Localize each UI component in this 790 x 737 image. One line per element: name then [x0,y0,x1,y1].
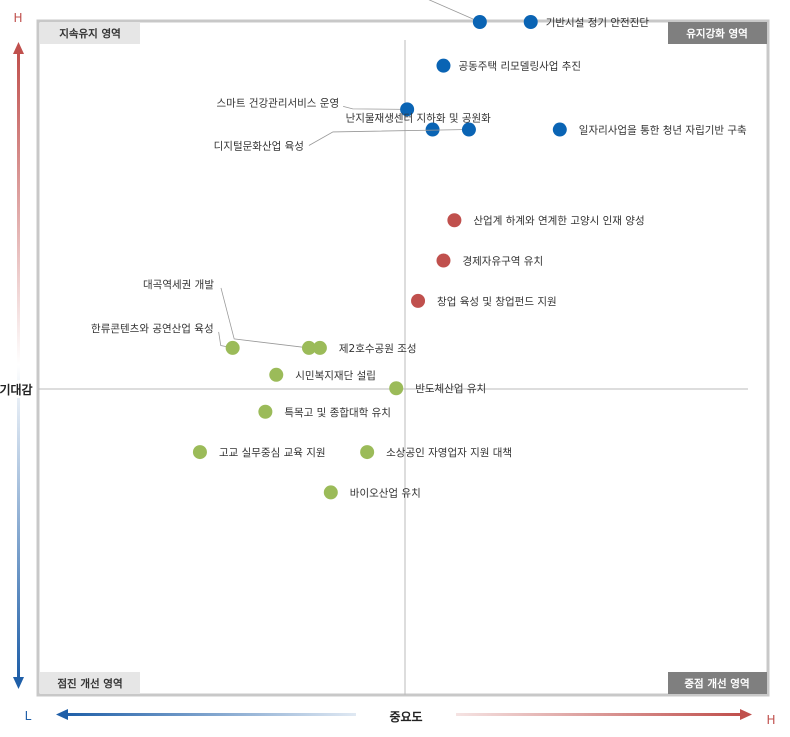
point-label: 경제자유구역 유치 [462,255,543,268]
y-axis-line [17,52,20,678]
point-marker [472,15,487,29]
data-point: 경제자유구역 유치 [436,253,543,268]
quadrant-bottom-left-label: 점진 개선 영역 [57,677,122,690]
point-label: 바이오산업 유치 [350,486,421,499]
point-marker [436,58,451,73]
point-label: 산업계 하계와 연계한 고양시 인재 양성 [473,214,644,227]
data-point: 시민복지재단 설립 [269,367,376,382]
data-point: 난지물재생센터 지하화 및 공원화 [346,112,492,137]
point-marker [411,293,426,308]
data-point: 대곡역세권 개발 [143,279,316,355]
y-axis-up-arrow-icon [13,42,24,54]
data-point: 디지털문화산업 육성 [214,122,476,153]
point-marker [225,340,240,355]
data-point: 공동주택 리모델링사업 추진 [436,58,581,73]
point-marker [269,367,284,382]
quadrant-bottom-right-label: 중점 개선 영역 [684,677,749,690]
point-label: 일자리사업을 통한 청년 자립기반 구축 [579,124,747,137]
data-point: 특목고 및 종합대학 유치 [258,404,391,419]
point-marker [192,445,207,460]
data-point: 기반시설 정기 안전진단 [523,15,650,29]
point-label: 특목고 및 종합대학 유치 [284,407,391,419]
x-axis-title: 중요도 [389,710,422,724]
quadrant-top-right-box [668,22,767,44]
point-label: 대곡역세권 개발 [143,279,214,291]
point-label: 난지물재생센터 지하화 및 공원화 [346,112,492,125]
point-marker [258,404,273,419]
data-point: 소상공인 자영업자 지원 대책 [360,445,512,460]
point-label: 고교 실무중심 교육 지원 [219,447,326,459]
point-label: 공동주택 리모델링사업 추진 [458,60,581,73]
point-marker [436,253,451,268]
point-marker [360,445,375,460]
point-label: 반도체산업 유치 [415,382,486,395]
point-marker [552,122,567,137]
leader-line [428,0,480,23]
point-label: 한류콘텐츠와 공연산업 육성 [91,322,214,335]
point-label: 디지털문화산업 육성 [214,140,304,153]
y-axis-title-bg [0,380,36,398]
data-point: 반도체산업 유치 [389,381,486,396]
point-label: 시민복지재단 설립 [295,369,376,382]
data-point: 창업 육성 및 창업펀드 지원 [411,293,557,308]
quadrant-bottom-right-box [668,672,767,694]
point-label: 제2호수공원 조성 [339,343,417,355]
y-axis-title: 기대감 [0,382,33,397]
data-point: 스마트 건강관리서비스 운영 [217,97,415,117]
x-axis-left-arrow-icon [56,709,68,720]
point-marker [425,122,440,137]
point-label: 창업 육성 및 창업펀드 지원 [437,295,557,308]
x-axis-right-arrow-icon [740,709,752,720]
data-point: 고교 실무중심 교육 지원 [192,445,326,460]
point-marker [447,213,462,228]
plot-frame [36,19,770,697]
point-label: 스마트 건강관리서비스 운영 [217,97,340,109]
quadrant-top-left-box [40,22,140,44]
data-point: 한류콘텐츠와 공연산업 육성 [91,322,240,355]
point-marker [323,485,338,500]
point-marker [301,340,316,355]
data-point: 산업계 하계와 연계한 고양시 인재 양성 [447,213,645,228]
x-axis-high-label: H [766,713,775,727]
points-layer: 합리적인 구도심 정비철도 노선연장 및 증차도로 연장 및 확장버스 공영제 … [91,0,747,500]
point-label: 기반시설 정기 안전진단 [546,17,650,29]
quadrant-top-left-label: 지속유지 영역 [59,27,121,40]
quadrant-top-right-label: 유지강화 영역 [686,27,748,40]
x-axis-title-bg [356,704,456,726]
point-marker [461,122,476,137]
data-point: 제2호수공원 조성 [312,340,417,355]
point-label: 소상공인 자영업자 지원 대책 [386,446,512,459]
data-point: 바이오산업 유치 [323,485,421,500]
point-marker [389,381,404,396]
point-marker [523,15,538,29]
leader-line [343,105,408,110]
x-axis-low-label: L [25,709,32,723]
leader-line [220,287,310,349]
point-marker [312,340,327,355]
point-marker [400,102,415,117]
data-point: 여성폭력, 아동폭력 대책 [428,0,487,29]
quadrant-bottom-left-box [40,672,140,694]
data-point: 일자리사업을 통한 청년 자립기반 구축 [552,122,747,137]
y-axis-high-label: H [13,11,22,25]
y-axis-down-arrow-icon [13,677,24,689]
leader-line [308,129,469,146]
